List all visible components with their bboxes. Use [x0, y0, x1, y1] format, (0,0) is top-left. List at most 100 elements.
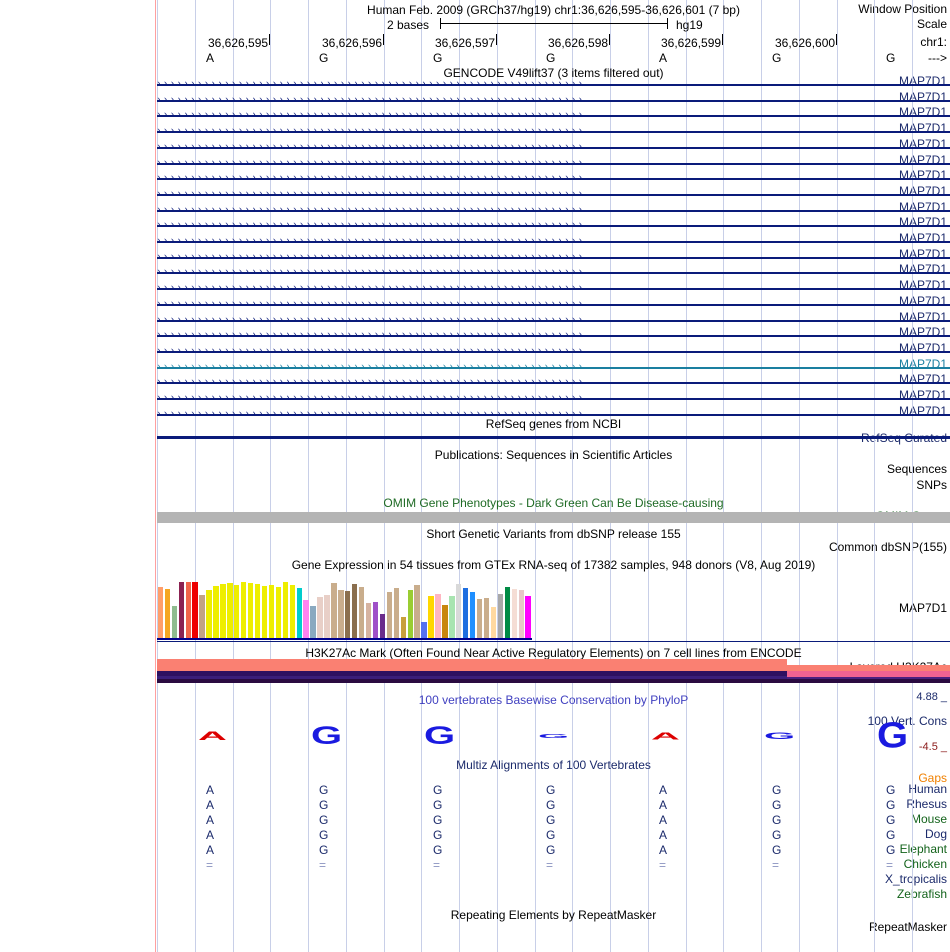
gencode-transcript-row[interactable]: ››››››››››››››››››››››››››››››››››››››››…: [157, 316, 950, 325]
gtex-tissue-bar[interactable]: [344, 575, 351, 640]
gencode-transcript-row[interactable]: ››››››››››››››››››››››››››››››››››››››››…: [157, 174, 950, 183]
gtex-tissue-bar[interactable]: [157, 575, 164, 640]
label-gaps[interactable]: Gaps: [918, 771, 947, 785]
gencode-transcript-row[interactable]: ››››››››››››››››››››››››››››››››››››››››…: [157, 284, 950, 293]
gtex-tissue-bar[interactable]: [428, 575, 435, 640]
gtex-tissue-bar[interactable]: [518, 575, 525, 640]
gtex-tissue-bar[interactable]: [435, 575, 442, 640]
gencode-track-title[interactable]: GENCODE V49lift37 (3 items filtered out): [443, 66, 664, 80]
gtex-tissue-bar[interactable]: [254, 575, 261, 640]
multiz-alignment-rows[interactable]: A G G G A G G A G G G A G G A G G G A G G A G G G A G G A G G G A G G = = = = =…: [157, 772, 950, 892]
gtex-tissue-bar[interactable]: [441, 575, 448, 640]
gtex-tissue-bar[interactable]: [448, 575, 455, 640]
gencode-transcript-row[interactable]: ››››››››››››››››››››››››››››››››››››››››…: [157, 127, 950, 136]
gtex-tissue-bar[interactable]: [226, 575, 233, 640]
gtex-tissue-bar[interactable]: [289, 575, 296, 640]
gtex-track-title[interactable]: Gene Expression in 54 tissues from GTEx …: [291, 558, 816, 572]
gencode-transcript-row[interactable]: ››››››››››››››››››››››››››››››››››››››››…: [157, 394, 950, 403]
gtex-tissue-bar[interactable]: [275, 575, 282, 640]
multiz-species-label[interactable]: Rhesus: [906, 797, 947, 811]
gtex-tissue-bar[interactable]: [393, 575, 400, 640]
gencode-transcript-row[interactable]: ››››››››››››››››››››››››››››››››››››››››…: [157, 378, 950, 387]
label-repeatmasker[interactable]: RepeatMasker: [868, 920, 947, 934]
gtex-tissue-bar[interactable]: [337, 575, 344, 640]
gtex-tissue-bar[interactable]: [240, 575, 247, 640]
gtex-tissue-bar[interactable]: [497, 575, 504, 640]
gtex-tissue-bar[interactable]: [483, 575, 490, 640]
gtex-tissue-bar[interactable]: [303, 575, 310, 640]
gtex-tissue-bar[interactable]: [171, 575, 178, 640]
multiz-species-label[interactable]: Chicken: [903, 857, 947, 871]
label-common-dbsnp[interactable]: Common dbSNP(155): [828, 540, 947, 554]
gencode-transcript-row[interactable]: ››››››››››››››››››››››››››››››››››››››››…: [157, 331, 950, 340]
gtex-tissue-bar[interactable]: [400, 575, 407, 640]
gtex-tissue-bar[interactable]: [324, 575, 331, 640]
gtex-tissue-bar[interactable]: [247, 575, 254, 640]
multiz-track-title[interactable]: Multiz Alignments of 100 Vertebrates: [456, 758, 651, 772]
gencode-transcript-row[interactable]: ››››››››››››››››››››››››››››››››››››››››…: [157, 347, 950, 356]
gtex-tissue-bar[interactable]: [469, 575, 476, 640]
multiz-species-label[interactable]: Dog: [924, 827, 947, 841]
gtex-tissue-bar[interactable]: [504, 575, 511, 640]
gtex-tissue-bar[interactable]: [372, 575, 379, 640]
phylop-track-title[interactable]: 100 vertebrates Basewise Conservation by…: [418, 693, 689, 707]
gtex-tissue-bar[interactable]: [268, 575, 275, 640]
dbsnp-track-title[interactable]: Short Genetic Variants from dbSNP releas…: [426, 527, 681, 541]
gtex-tissue-bar[interactable]: [455, 575, 462, 640]
gencode-transcript-row[interactable]: ››››››››››››››››››››››››››››››››››››››››…: [157, 190, 950, 199]
gtex-bar-chart[interactable]: [157, 570, 950, 640]
gtex-tissue-bar[interactable]: [185, 575, 192, 640]
gencode-transcript-row[interactable]: ››››››››››››››››››››››››››››››››››››››››…: [157, 143, 950, 152]
gtex-tissue-bar[interactable]: [178, 575, 185, 640]
publications-track-title[interactable]: Publications: Sequences in Scientific Ar…: [434, 448, 673, 462]
multiz-species-label[interactable]: Elephant: [899, 842, 947, 856]
gtex-tissue-bar[interactable]: [379, 575, 386, 640]
h3k27ac-layered-signal[interactable]: [157, 659, 950, 685]
gencode-transcript-row[interactable]: ››››››››››››››››››››››››››››››››››››››››…: [157, 206, 950, 215]
gtex-tissue-bar[interactable]: [358, 575, 365, 640]
gencode-transcript-row[interactable]: ››››››››››››››››››››››››››››››››››››››››…: [157, 253, 950, 262]
omim-track-title[interactable]: OMIM Gene Phenotypes - Dark Green Can Be…: [383, 496, 724, 510]
gtex-tissue-bar[interactable]: [233, 575, 240, 640]
label-snps[interactable]: SNPs: [916, 478, 947, 492]
multiz-species-label[interactable]: X_tropicalis: [884, 872, 947, 886]
omim-gene-band[interactable]: [157, 512, 950, 523]
gencode-transcript-row[interactable]: ››››››››››››››››››››››››››››››››››››››››…: [157, 237, 950, 246]
gtex-tissue-bar[interactable]: [462, 575, 469, 640]
gtex-bars[interactable]: [157, 575, 532, 640]
gtex-tissue-bar[interactable]: [199, 575, 206, 640]
gtex-tissue-bar[interactable]: [490, 575, 497, 640]
gtex-tissue-bar[interactable]: [317, 575, 324, 640]
gencode-transcript-row[interactable]: ››››››››››››››››››››››››››››››››››››››››…: [157, 221, 950, 230]
gtex-tissue-bar[interactable]: [407, 575, 414, 640]
label-gtex-gene[interactable]: MAP7D1: [898, 601, 947, 615]
gtex-tissue-bar[interactable]: [351, 575, 358, 640]
gtex-tissue-bar[interactable]: [421, 575, 428, 640]
gencode-transcript-row[interactable]: ››››››››››››››››››››››››››››››››››››››››…: [157, 159, 950, 168]
gencode-transcript-row[interactable]: ››››››››››››››››››››››››››››››››››››››››…: [157, 111, 950, 120]
gencode-transcript-row[interactable]: ››››››››››››››››››››››››››››››››››››››››…: [157, 363, 950, 372]
multiz-species-label[interactable]: Human: [908, 782, 947, 796]
gtex-tissue-bar[interactable]: [206, 575, 213, 640]
gtex-tissue-bar[interactable]: [525, 575, 532, 640]
multiz-species-label[interactable]: Mouse: [910, 812, 947, 826]
gencode-transcript-row[interactable]: ››››››››››››››››››››››››››››››››››››››››…: [157, 268, 950, 277]
multiz-species-label[interactable]: Zebrafish: [896, 887, 947, 901]
refseq-feature-line[interactable]: [157, 437, 950, 439]
gtex-tissue-bar[interactable]: [386, 575, 393, 640]
gtex-tissue-bar[interactable]: [261, 575, 268, 640]
label-sequences[interactable]: Sequences: [886, 462, 947, 476]
gtex-tissue-bar[interactable]: [164, 575, 171, 640]
gtex-tissue-bar[interactable]: [310, 575, 317, 640]
gtex-tissue-bar[interactable]: [219, 575, 226, 640]
gtex-tissue-bar[interactable]: [476, 575, 483, 640]
gtex-tissue-bar[interactable]: [213, 575, 220, 640]
gencode-transcript-row[interactable]: ››››››››››››››››››››››››››››››››››››››››…: [157, 96, 950, 105]
gtex-tissue-bar[interactable]: [365, 575, 372, 640]
gtex-tissue-bar[interactable]: [330, 575, 337, 640]
gtex-tissue-bar[interactable]: [282, 575, 289, 640]
gtex-tissue-bar[interactable]: [414, 575, 421, 640]
gencode-transcript-row[interactable]: ››››››››››››››››››››››››››››››››››››››››…: [157, 300, 950, 309]
h3k27ac-track-title[interactable]: H3K27Ac Mark (Often Found Near Active Re…: [305, 646, 802, 660]
